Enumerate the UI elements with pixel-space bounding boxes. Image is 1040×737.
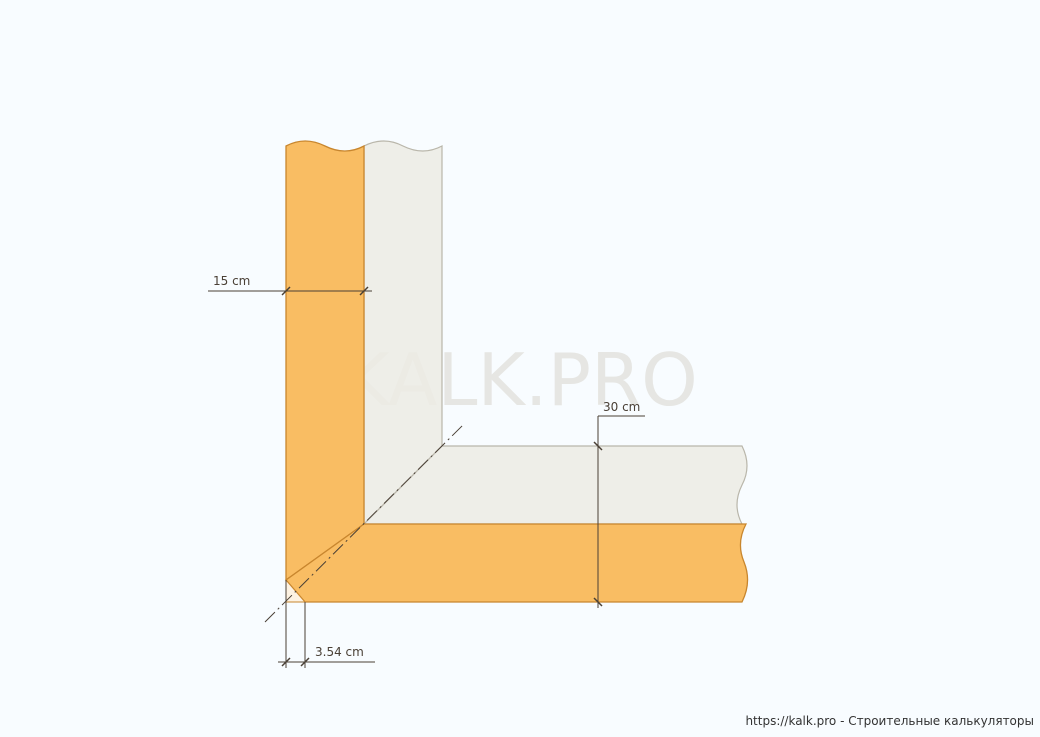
vertical-board [285,140,365,582]
dimension-label-15cm: 15 cm [213,274,250,288]
vertical-cladding [363,140,443,526]
dimension-cladding-thickness: 30 cm [593,400,645,608]
horizontal-cladding [362,445,748,525]
dimension-label-3-54cm: 3.54 cm [315,645,364,659]
horizontal-board [285,523,749,603]
dimension-label-30cm: 30 cm [603,400,640,414]
dimension-wall-thickness: 15 cm [208,274,372,296]
footer-credit: https://kalk.pro - Строительные калькуля… [745,714,1034,728]
dimension-corner-offset: 3.54 cm [278,580,375,668]
